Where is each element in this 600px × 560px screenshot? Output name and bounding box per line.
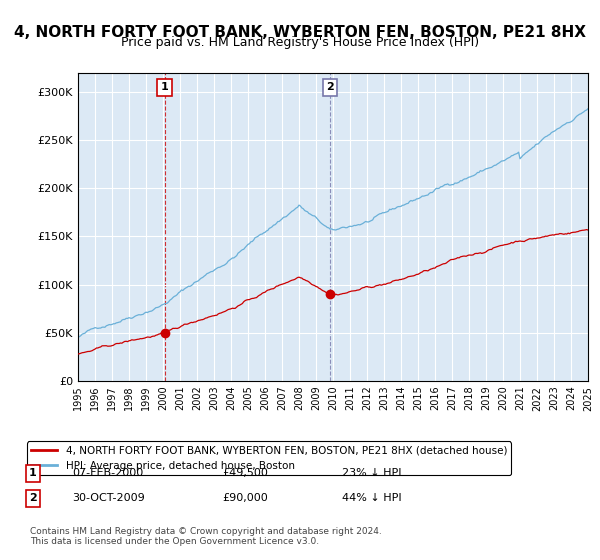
- Legend: 4, NORTH FORTY FOOT BANK, WYBERTON FEN, BOSTON, PE21 8HX (detached house), HPI: : 4, NORTH FORTY FOOT BANK, WYBERTON FEN, …: [27, 441, 511, 475]
- Text: 07-FEB-2000: 07-FEB-2000: [72, 468, 143, 478]
- Text: 1: 1: [29, 468, 37, 478]
- Text: 30-OCT-2009: 30-OCT-2009: [72, 493, 145, 503]
- Text: 23% ↓ HPI: 23% ↓ HPI: [342, 468, 401, 478]
- Text: 1: 1: [161, 82, 169, 92]
- Text: 2: 2: [29, 493, 37, 503]
- Text: £49,500: £49,500: [222, 468, 268, 478]
- Text: Contains HM Land Registry data © Crown copyright and database right 2024.
This d: Contains HM Land Registry data © Crown c…: [30, 526, 382, 546]
- Text: 2: 2: [326, 82, 334, 92]
- Text: 44% ↓ HPI: 44% ↓ HPI: [342, 493, 401, 503]
- Text: Price paid vs. HM Land Registry's House Price Index (HPI): Price paid vs. HM Land Registry's House …: [121, 36, 479, 49]
- Text: £90,000: £90,000: [222, 493, 268, 503]
- Text: 4, NORTH FORTY FOOT BANK, WYBERTON FEN, BOSTON, PE21 8HX: 4, NORTH FORTY FOOT BANK, WYBERTON FEN, …: [14, 25, 586, 40]
